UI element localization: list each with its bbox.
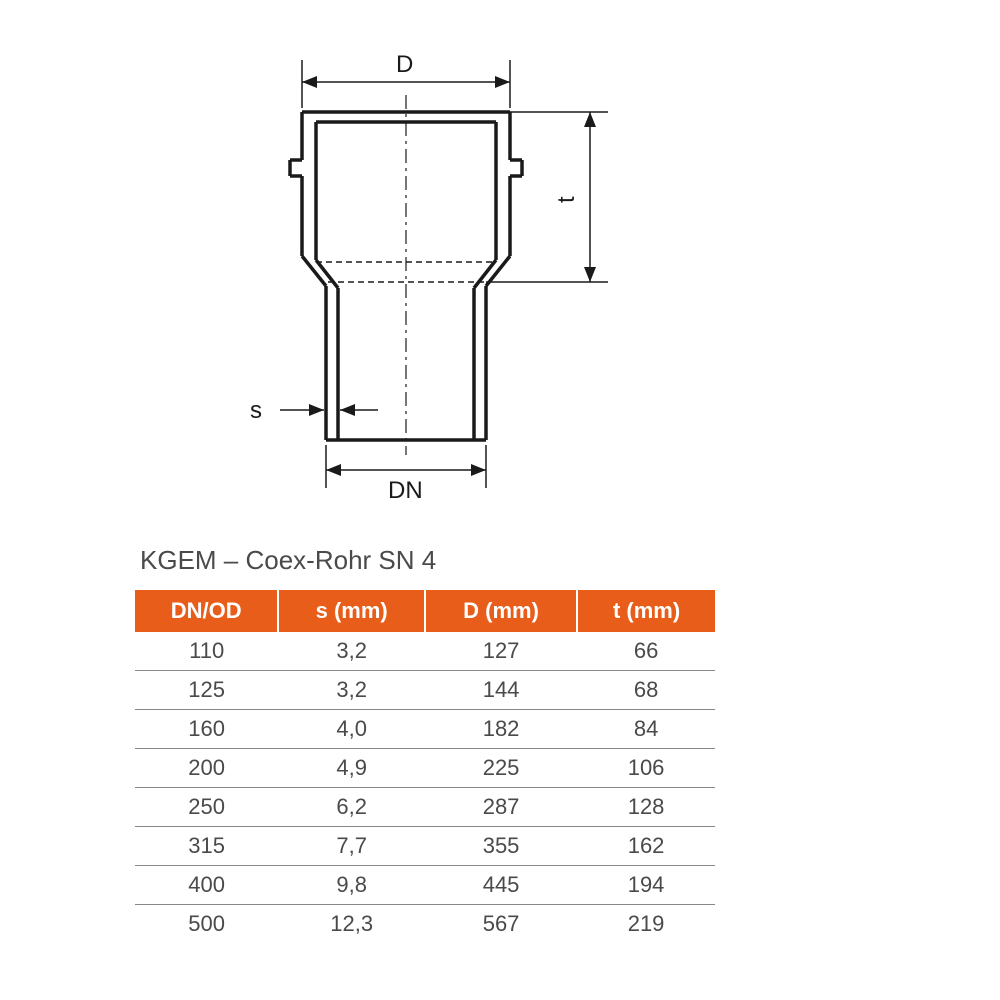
- table-cell: 144: [425, 671, 577, 710]
- label-DN: DN: [388, 477, 423, 500]
- table-header-row: DN/OD s (mm) D (mm) t (mm): [135, 590, 715, 632]
- table-row: 1253,214468: [135, 671, 715, 710]
- table-cell: 84: [577, 710, 715, 749]
- table-cell: 194: [577, 866, 715, 905]
- table-cell: 4,0: [278, 710, 425, 749]
- table-row: 3157,7355162: [135, 827, 715, 866]
- table-cell: 200: [135, 749, 278, 788]
- table-row: 2506,2287128: [135, 788, 715, 827]
- table-cell: 160: [135, 710, 278, 749]
- table-title: KGEM – Coex-Rohr SN 4: [140, 545, 436, 576]
- label-s: s: [250, 397, 262, 424]
- table-row: 1604,018284: [135, 710, 715, 749]
- table-cell: 219: [577, 905, 715, 944]
- table-cell: 315: [135, 827, 278, 866]
- table-cell: 12,3: [278, 905, 425, 944]
- table-cell: 7,7: [278, 827, 425, 866]
- spec-table: DN/OD s (mm) D (mm) t (mm) 1103,21276612…: [135, 590, 715, 943]
- label-D: D: [396, 51, 413, 78]
- table-cell: 127: [425, 632, 577, 671]
- table-cell: 500: [135, 905, 278, 944]
- table-cell: 9,8: [278, 866, 425, 905]
- table-cell: 6,2: [278, 788, 425, 827]
- table-row: 2004,9225106: [135, 749, 715, 788]
- table-cell: 3,2: [278, 671, 425, 710]
- col-D: D (mm): [425, 590, 577, 632]
- table-cell: 125: [135, 671, 278, 710]
- table-cell: 4,9: [278, 749, 425, 788]
- table-cell: 110: [135, 632, 278, 671]
- pipe-diagram: D t: [180, 40, 700, 500]
- table-cell: 182: [425, 710, 577, 749]
- table-cell: 400: [135, 866, 278, 905]
- table-cell: 68: [577, 671, 715, 710]
- col-s: s (mm): [278, 590, 425, 632]
- table-cell: 287: [425, 788, 577, 827]
- table-cell: 128: [577, 788, 715, 827]
- col-dn-od: DN/OD: [135, 590, 278, 632]
- table-cell: 66: [577, 632, 715, 671]
- table-cell: 567: [425, 905, 577, 944]
- label-t: t: [553, 196, 580, 203]
- table-cell: 250: [135, 788, 278, 827]
- table-row: 4009,8445194: [135, 866, 715, 905]
- table-cell: 225: [425, 749, 577, 788]
- table-cell: 106: [577, 749, 715, 788]
- table-cell: 355: [425, 827, 577, 866]
- table-cell: 445: [425, 866, 577, 905]
- table-cell: 3,2: [278, 632, 425, 671]
- col-t: t (mm): [577, 590, 715, 632]
- table-cell: 162: [577, 827, 715, 866]
- table-row: 50012,3567219: [135, 905, 715, 944]
- table-row: 1103,212766: [135, 632, 715, 671]
